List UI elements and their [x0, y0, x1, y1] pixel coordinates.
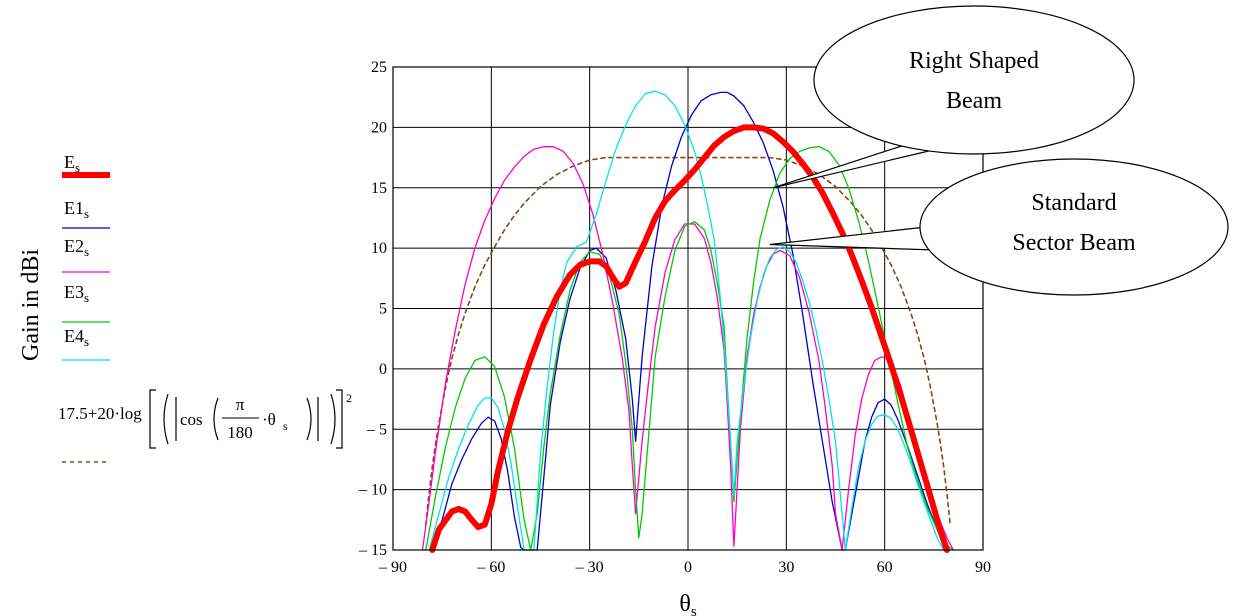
callout-standard-sector-beam-bubble	[919, 158, 1229, 296]
svg-text:cos: cos	[180, 410, 203, 429]
x-tick-label: 0	[684, 559, 692, 576]
x-axis-title-subscript: s	[691, 604, 697, 616]
legend-e2s-sub: s	[84, 244, 89, 259]
callout-right-shaped-beam-line2: Beam	[946, 88, 1002, 114]
x-tick-label: – 90	[378, 559, 407, 576]
y-tick-label: – 15	[358, 542, 387, 559]
plot-frame	[392, 66, 984, 551]
legend: Es E1s E2s E3s E4s 17.5+20·log cos π 180…	[58, 152, 352, 463]
svg-text:17.5+20·log: 17.5+20·log	[58, 404, 142, 423]
x-tick-label: 60	[877, 559, 893, 576]
callout-standard-sector-beam-line2: Sector Beam	[1012, 230, 1136, 256]
legend-label-e1s: E1s	[64, 198, 89, 221]
legend-label-e3s: E3s	[64, 282, 89, 305]
legend-e3s-sub: s	[84, 290, 89, 305]
callout-standard-sector-beam: Standard Sector Beam	[769, 158, 1229, 296]
callout-right-shaped-beam-line1: Right Shaped	[909, 48, 1039, 74]
svg-text:180: 180	[227, 423, 253, 442]
legend-e1s-sub: s	[84, 206, 89, 221]
callout-standard-sector-beam-pointer	[769, 225, 936, 251]
legend-label-formula: 17.5+20·log cos π 180 ·θ s 2	[58, 389, 352, 449]
x-axis-title: θs	[679, 591, 697, 616]
y-tick-label: 5	[379, 301, 387, 318]
svg-text:s: s	[283, 419, 288, 433]
x-tick-label: – 60	[476, 559, 505, 576]
tick-labels: – 90 – 60 – 30 0 30 60 90 – 15 – 10 – 5 0 5 10 15 20 25	[358, 59, 991, 576]
x-tick-label: 30	[778, 559, 794, 576]
legend-e3s-name: E3	[64, 282, 84, 302]
svg-text:2: 2	[346, 391, 352, 405]
series-lines	[421, 90, 955, 553]
legend-e2s-name: E2	[64, 236, 84, 256]
series-line-e2s	[421, 146, 955, 551]
x-axis-title-symbol: θ	[679, 591, 691, 616]
callout-standard-sector-beam-line1: Standard	[1031, 190, 1116, 216]
series-line-e3s	[425, 146, 955, 551]
legend-es-name: E	[64, 152, 75, 172]
legend-e4s-sub: s	[84, 334, 89, 349]
series-line-formula	[425, 156, 951, 526]
legend-label-e2s: E2s	[64, 236, 89, 259]
legend-e1s-name: E1	[64, 198, 84, 218]
legend-label-es: Es	[64, 152, 80, 175]
y-tick-label: 0	[379, 361, 387, 378]
svg-text:·θ: ·θ	[262, 410, 276, 429]
y-axis-title: Gain in dBi	[18, 249, 44, 361]
y-tick-label: 25	[371, 59, 387, 76]
y-tick-label: – 5	[366, 421, 387, 438]
svg-text:π: π	[236, 395, 245, 414]
legend-label-e4s: E4s	[64, 326, 89, 349]
callout-right-shaped-beam-bubble	[813, 5, 1135, 155]
series-line-es	[429, 124, 950, 553]
y-tick-label: 10	[371, 240, 387, 257]
legend-es-sub: s	[75, 160, 80, 175]
x-tick-label: 90	[975, 559, 991, 576]
y-tick-label: 20	[371, 119, 387, 136]
y-tick-label: – 10	[358, 482, 387, 499]
legend-e4s-name: E4	[64, 326, 84, 346]
x-tick-label: – 30	[575, 559, 604, 576]
y-tick-label: 15	[371, 180, 387, 197]
callout-right-shaped-beam: Right Shaped Beam	[773, 5, 1135, 189]
